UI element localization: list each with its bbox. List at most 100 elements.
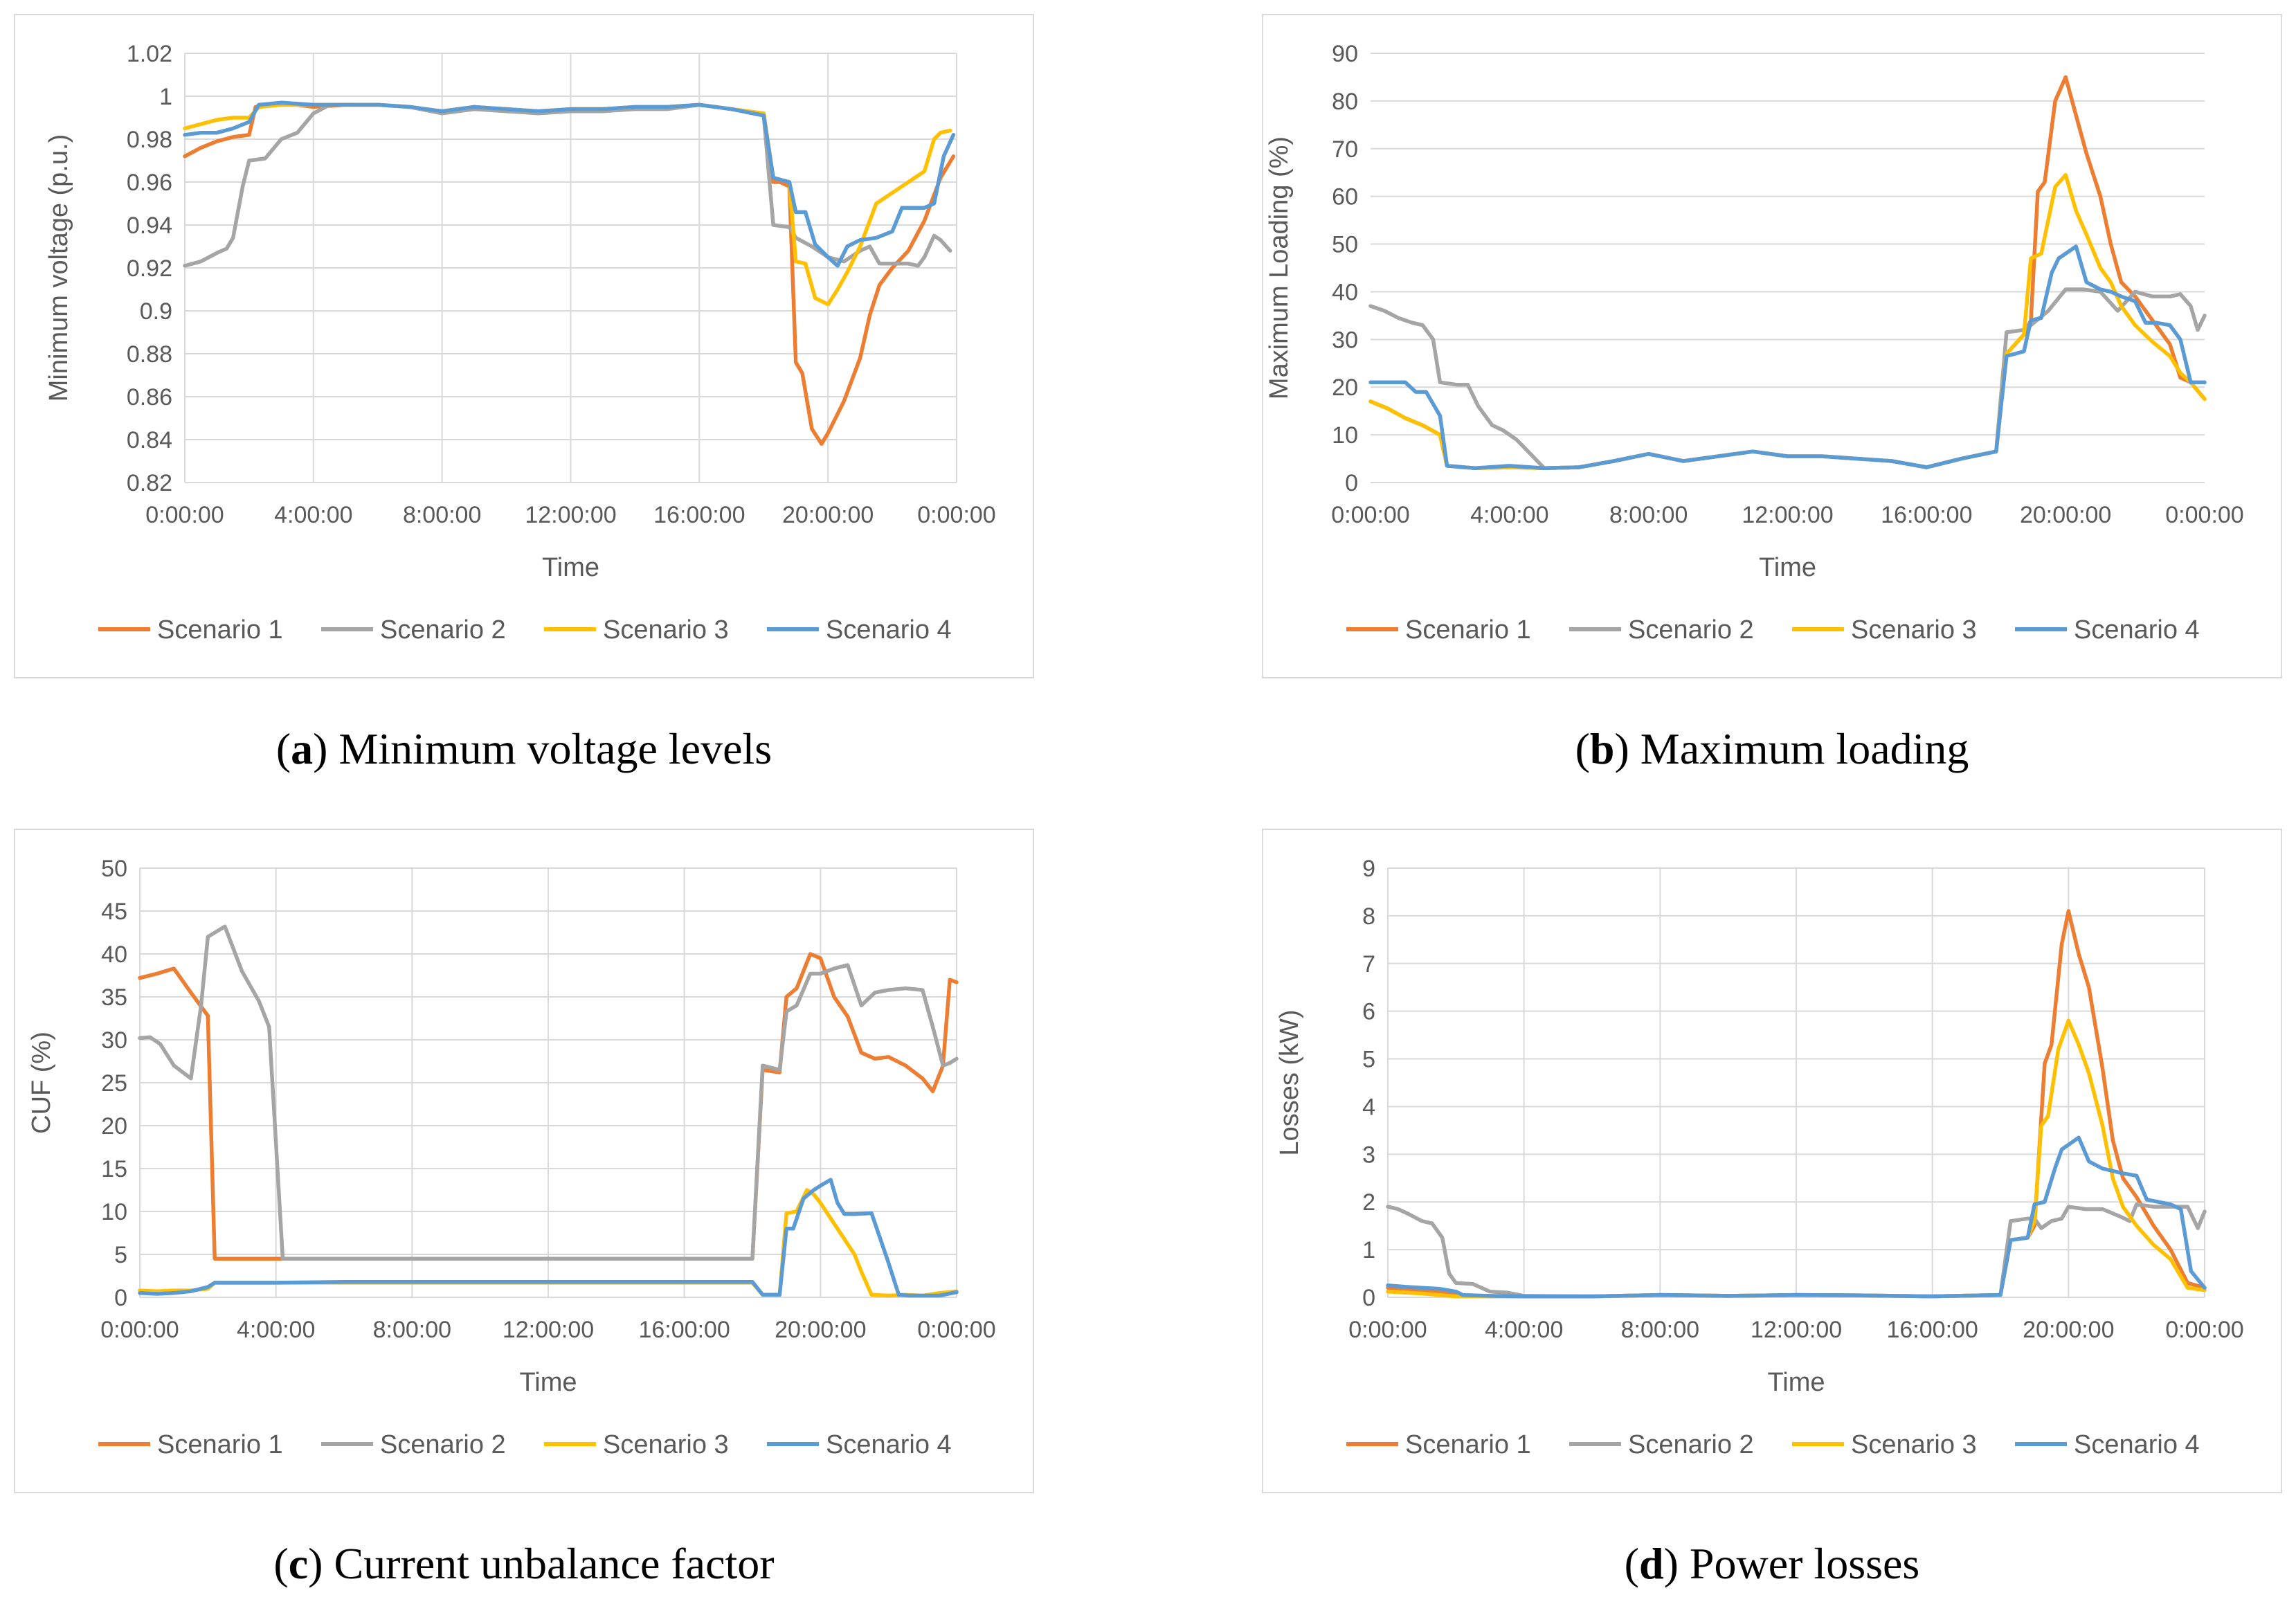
x-tick-label: 12:00:00 [525,502,616,528]
series-line-scenario-1 [1368,75,2207,471]
y-tick-label: 40 [101,941,127,968]
series-line-scenario-2 [138,924,959,1261]
chart-panel-loading: 0 10 20 30 40 50 60 70 80 90 0:00:00 4:00:00 8:00:00… [1262,14,2282,678]
x-tick-label: 8:00:00 [1609,502,1688,528]
y-tick-label: 80 [1332,89,1358,115]
x-tick-label: 0:00:00 [917,502,995,528]
y-tick-label: 60 [1332,184,1358,210]
legend-label-scenario-4: Scenario 4 [826,615,952,645]
legend-label-scenario-4: Scenario 4 [826,1430,952,1459]
legend-label-scenario-1: Scenario 1 [157,615,283,645]
series-line-scenario-1 [183,102,956,446]
y-tick-label: 50 [101,856,127,882]
chart-panel-losses: 0 1 2 3 4 5 6 7 8 9 0:00:00 4:00:00 8:00:00 12:00:00 1… [1262,829,2282,1493]
x-tick-label: 4:00:00 [1470,502,1548,528]
x-axis-title: Time [519,1368,577,1397]
caption-b: (b) Maximum loading [1575,724,1969,773]
y-tick-label: 10 [101,1199,127,1225]
x-tick-label: 12:00:00 [1742,502,1833,528]
x-tick-label: 20:00:00 [775,1317,866,1343]
x-tick-label: 0:00:00 [2165,502,2243,528]
legend-label-scenario-1: Scenario 1 [1405,1430,1531,1459]
y-tick-label: 20 [101,1113,127,1139]
legend-label-scenario-2: Scenario 2 [380,615,506,645]
y-tick-label: 7 [1362,951,1375,977]
y-tick-label: 40 [1332,279,1358,305]
x-tick-label: 12:00:00 [503,1317,594,1343]
y-tick-label: 0.86 [127,384,172,411]
y-tick-label: 0 [114,1285,127,1311]
x-tick-label: 12:00:00 [1751,1317,1842,1343]
x-tick-label: 0:00:00 [145,502,224,528]
x-tick-label: 16:00:00 [638,1317,730,1343]
y-tick-label: 0.92 [127,255,172,282]
y-tick-label: 0.84 [127,427,172,453]
legend-label-scenario-3: Scenario 3 [603,1430,729,1459]
y-axis-title: CUF (%) [27,1031,56,1134]
chart-panel-voltage: 0.82 0.84 0.86 0.88 0.9 0.92 0.94 0.96 0.98 1 1.02… [14,14,1034,678]
legend-label-scenario-3: Scenario 3 [603,615,729,645]
y-tick-label: 9 [1362,856,1375,882]
y-tick-label: 0.88 [127,341,172,368]
x-tick-label: 0:00:00 [2165,1317,2243,1343]
y-tick-label: 0.94 [127,213,172,239]
legend-label-scenario-1: Scenario 1 [1405,615,1531,645]
y-tick-label: 15 [101,1156,127,1182]
series-line-scenario-3 [1368,172,2207,471]
x-tick-label: 0:00:00 [1348,1317,1427,1343]
x-tick-label: 20:00:00 [2020,502,2111,528]
y-axis-title: Minimum voltage (p.u.) [44,134,73,402]
series-line-scenario-2 [183,102,952,268]
y-tick-label: 30 [1332,327,1358,353]
y-tick-label: 45 [101,899,127,925]
series-line-scenario-4 [138,1178,959,1298]
y-tick-label: 0.82 [127,470,172,496]
x-axis-title: Time [1759,553,1816,582]
legend-label-scenario-4: Scenario 4 [2074,615,2200,645]
chart-panel-cuf: 0 5 10 15 20 25 30 35 40 45 50 0:00:00 4:00:00 8:00:0… [14,829,1034,1493]
caption-d: (d) Power losses [1624,1539,1920,1588]
series-line-scenario-4 [1386,1135,2207,1299]
legend-label-scenario-1: Scenario 1 [157,1430,283,1459]
x-tick-label: 4:00:00 [274,502,352,528]
x-tick-label: 8:00:00 [403,502,481,528]
legend-label-scenario-2: Scenario 2 [1628,615,1754,645]
chart-svg-voltage: 0.82 0.84 0.86 0.88 0.9 0.92 0.94 0.96 0.98 1 1.02… [44,41,996,645]
y-tick-label: 0.9 [140,298,172,325]
x-tick-label: 0:00:00 [917,1317,995,1343]
x-tick-label: 20:00:00 [2023,1317,2114,1343]
y-tick-label: 2 [1362,1189,1375,1216]
y-axis-title: Maximum Loading (%) [1265,136,1294,399]
x-tick-label: 4:00:00 [1485,1317,1563,1343]
y-tick-label: 20 [1332,375,1358,401]
x-tick-label: 0:00:00 [1331,502,1409,528]
y-tick-label: 5 [114,1242,127,1268]
y-tick-label: 90 [1332,41,1358,67]
legend-label-scenario-3: Scenario 3 [1851,615,1977,645]
y-tick-label: 70 [1332,136,1358,163]
series-line-scenario-1 [138,952,959,1261]
y-tick-label: 4 [1362,1094,1375,1120]
caption-a: (a) Minimum voltage levels [275,724,772,773]
x-tick-label: 0:00:00 [100,1317,179,1343]
series-line-scenario-4 [183,100,956,268]
y-tick-label: 0.96 [127,170,172,196]
y-tick-label: 5 [1362,1047,1375,1073]
legend-label-scenario-3: Scenario 3 [1851,1430,1977,1459]
y-tick-label: 35 [101,984,127,1011]
chart-svg-losses: 0 1 2 3 4 5 6 7 8 9 0:00:00 4:00:00 8:00:00 12:00:00 1… [1275,856,2244,1459]
y-tick-label: 8 [1362,903,1375,930]
x-tick-label: 16:00:00 [1886,1317,1978,1343]
chart-svg-cuf: 0 5 10 15 20 25 30 35 40 45 50 0:00:00 4:00:00 8:00:0… [27,856,996,1459]
legend-label-scenario-4: Scenario 4 [2074,1430,2200,1459]
y-tick-label: 0 [1362,1285,1375,1311]
y-axis-title: Losses (kW) [1275,1009,1304,1155]
x-tick-label: 8:00:00 [1621,1317,1699,1343]
y-tick-label: 10 [1332,422,1358,449]
y-tick-label: 0 [1345,470,1358,496]
x-axis-title: Time [542,553,599,582]
y-tick-label: 25 [101,1070,127,1097]
y-tick-label: 6 [1362,999,1375,1025]
y-tick-label: 1.02 [127,41,172,67]
series-line-scenario-3 [183,102,952,307]
